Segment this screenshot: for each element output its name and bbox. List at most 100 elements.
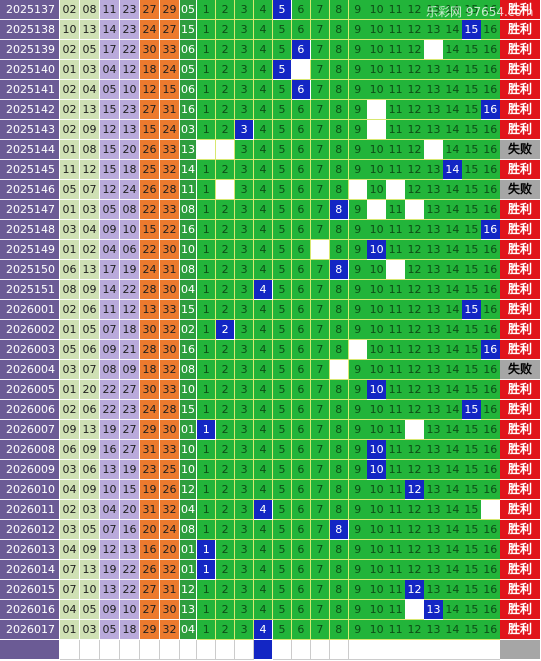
result: 胜利 [500,120,541,140]
period: 2026008 [0,440,60,460]
period: 2025141 [0,80,60,100]
grid-cell: 7 [310,420,331,440]
red-ball: 25 [140,160,160,180]
grid-cell: 14 [443,0,463,20]
red-ball: 05 [80,40,100,60]
grid-cell: 1 [197,600,217,620]
blue-ball: 16 [180,340,197,360]
red-ball: 11 [100,300,120,320]
grid-cell: 14 [443,380,463,400]
grid-cell: 3 [234,620,255,640]
grid-cell: 3 [234,600,255,620]
grid-cell: 11 [386,300,406,320]
grid-cell: 9 [348,500,368,520]
grid-cell: 13 [424,360,444,380]
grid-cell: 16 [481,560,501,580]
grid-cell: 5 [272,480,293,500]
empty-cell [443,640,463,660]
red-ball: 06 [60,260,80,280]
grid-cell: 15 [462,320,482,340]
red-ball: 05 [80,320,100,340]
hit-cell: 13 [424,600,444,620]
grid-cell: 3 [234,60,255,80]
grid-cell: 5 [272,160,293,180]
empty-cell [120,640,140,660]
grid-cell: 13 [424,540,444,560]
red-ball: 27 [120,440,140,460]
blue-ball: 10 [180,460,197,480]
grid-cell: 3 [234,240,255,260]
red-ball: 04 [80,80,100,100]
grid-cell: 2 [215,120,236,140]
grid-cell: 13 [424,520,444,540]
red-ball: 03 [60,520,80,540]
grid-cell: 2 [215,200,236,220]
grid-cell: 12 [405,400,425,420]
grid-cell: 7 [310,200,331,220]
grid-cell: 6 [291,240,312,260]
red-ball: 06 [120,240,140,260]
red-ball: 26 [140,140,160,160]
grid-cell: 14 [443,340,463,360]
grid-cell: 3 [234,360,255,380]
result: 胜利 [500,40,541,60]
grid-cell: 5 [272,500,293,520]
grid-cell: 2 [215,440,236,460]
grid-cell: 11 [386,280,406,300]
grid-cell: 9 [348,600,368,620]
blue-ball: 05 [180,60,197,80]
grid-cell: 5 [272,460,293,480]
result: 胜利 [500,520,541,540]
grid-cell: 8 [329,40,349,60]
grid-cell: 3 [234,500,255,520]
red-ball: 32 [160,160,180,180]
grid-cell: 4 [253,520,274,540]
grid-cell: 3 [234,100,255,120]
grid-cell: 8 [329,460,349,480]
grid-cell: 15 [462,80,482,100]
grid-cell: 5 [272,400,293,420]
grid-cell: 4 [253,600,274,620]
result: 胜利 [500,540,541,560]
red-ball: 09 [100,220,120,240]
grid-cell: 10 [367,420,387,440]
grid-cell: 4 [253,0,274,20]
grid-cell: 4 [253,260,274,280]
red-ball: 07 [100,320,120,340]
grid-cell: 3 [234,400,255,420]
empty-cell [140,640,160,660]
red-ball: 20 [160,540,180,560]
grid-cell: 9 [348,220,368,240]
grid-cell: 8 [329,580,349,600]
red-ball: 30 [140,40,160,60]
red-ball: 13 [80,260,100,280]
red-ball: 12 [80,160,100,180]
red-ball: 22 [100,400,120,420]
grid-cell: 7 [310,160,331,180]
grid-cell: 4 [253,240,274,260]
grid-cell: 13 [424,200,444,220]
grid-cell: 7 [310,260,331,280]
grid-cell: 14 [443,420,463,440]
grid-cell: 7 [310,340,331,360]
grid-cell: 7 [310,540,331,560]
period: 2025147 [0,200,60,220]
grid-cell: 11 [386,420,406,440]
grid-cell: 2 [215,220,236,240]
red-ball: 27 [140,100,160,120]
red-ball: 02 [60,100,80,120]
red-ball: 18 [140,360,160,380]
grid-cell: 8 [329,540,349,560]
grid-cell: 6 [291,280,312,300]
grid-cell: 10 [367,560,387,580]
grid-cell: 7 [310,180,331,200]
red-ball: 02 [60,500,80,520]
grid-cell: 12 [405,500,425,520]
period: 2025145 [0,160,60,180]
red-ball: 03 [80,500,100,520]
grid-cell: 3 [234,340,255,360]
grid-cell: 5 [272,340,293,360]
grid-cell: 15 [462,480,482,500]
red-ball: 33 [160,440,180,460]
grid-cell: 4 [253,100,274,120]
